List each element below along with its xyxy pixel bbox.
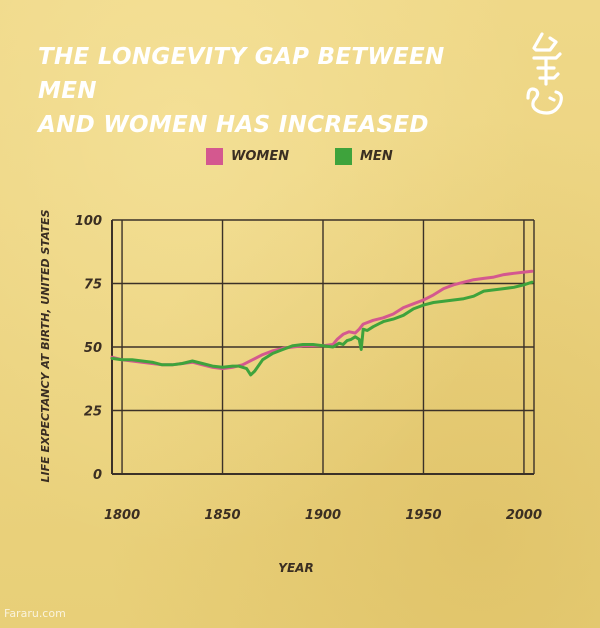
x-tick-label: 1850 — [204, 508, 240, 523]
y-axis-label: LIFE EXPECTANCY AT BIRTH, UNITED STATES — [39, 209, 52, 482]
series-line-women — [110, 269, 534, 371]
y-tick-label: 50 — [84, 341, 102, 356]
legend-item-men: MEN — [335, 148, 393, 165]
watermark: Fararu.com — [4, 607, 66, 620]
y-tick-label: 25 — [84, 405, 102, 420]
brand-logo-icon — [526, 32, 563, 115]
legend-swatch-men — [335, 148, 352, 165]
legend-swatch-women — [206, 148, 223, 165]
legend-item-women: WOMEN — [206, 148, 289, 165]
y-tick-label: 100 — [75, 214, 102, 229]
title-line-1: THE LONGEVITY GAP BETWEEN MEN — [38, 44, 445, 104]
x-tick-label: 1800 — [104, 508, 140, 523]
x-axis-label: YEAR — [278, 561, 313, 575]
x-tick-label: 1900 — [305, 508, 341, 523]
chart-legend: WOMEN MEN — [0, 148, 600, 172]
title-line-2: AND WOMEN HAS INCREASED — [38, 112, 429, 138]
y-tick-label: 0 — [93, 468, 102, 483]
legend-label-women: WOMEN — [231, 149, 290, 164]
series-line-men — [110, 280, 534, 377]
x-tick-label: 2000 — [506, 508, 542, 523]
chart-title: THE LONGEVITY GAP BETWEEN MEN AND WOMEN … — [38, 40, 498, 142]
legend-label-men: MEN — [360, 149, 393, 164]
y-tick-label: 75 — [84, 278, 102, 293]
x-tick-label: 1950 — [405, 508, 441, 523]
